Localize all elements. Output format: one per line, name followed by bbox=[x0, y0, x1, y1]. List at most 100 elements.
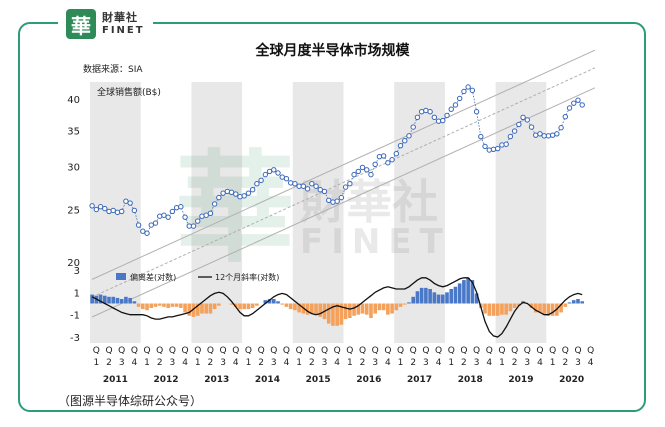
y-tick-label-bottom: -1 bbox=[70, 311, 80, 322]
sales-point bbox=[326, 197, 332, 204]
sales-point bbox=[435, 118, 442, 124]
deviation-bar bbox=[576, 299, 580, 304]
quarter-number-label: 1 bbox=[195, 358, 201, 368]
deviation-bar bbox=[533, 303, 538, 313]
sales-point bbox=[224, 188, 231, 195]
deviation-bar bbox=[90, 294, 94, 304]
deviation-bar bbox=[136, 303, 141, 307]
sales-point bbox=[423, 107, 429, 114]
deviation-bar bbox=[200, 303, 204, 314]
quarter-number-label: 3 bbox=[423, 358, 429, 368]
quarter-prefix-label: Q bbox=[410, 346, 417, 356]
sales-point bbox=[195, 218, 201, 224]
deviation-bar bbox=[415, 291, 420, 304]
sales-point bbox=[351, 171, 357, 178]
deviation-bar bbox=[432, 292, 437, 304]
deviation-bar bbox=[390, 303, 394, 314]
quarter-number-label: 1 bbox=[448, 358, 454, 368]
deviation-bar bbox=[445, 292, 449, 304]
sales-point bbox=[393, 150, 400, 157]
deviation-bar bbox=[483, 303, 487, 314]
slope-line bbox=[91, 277, 583, 338]
sales-point bbox=[482, 143, 488, 150]
sales-point bbox=[102, 205, 108, 212]
data-source: 数据来源：SIA bbox=[83, 65, 143, 75]
year-label: 2019 bbox=[508, 375, 533, 385]
quarter-number-label: 2 bbox=[512, 358, 518, 368]
quarter-prefix-label: Q bbox=[422, 346, 429, 356]
sales-point bbox=[397, 142, 404, 149]
deviation-bar bbox=[571, 300, 576, 304]
deviation-bar bbox=[153, 303, 158, 307]
year-label: 2011 bbox=[103, 375, 128, 385]
quarter-prefix-label: Q bbox=[118, 346, 125, 356]
quarter-number-label: 4 bbox=[537, 358, 543, 368]
deviation-bar bbox=[474, 293, 479, 304]
deviation-bar bbox=[166, 303, 170, 308]
sales-point bbox=[300, 183, 307, 189]
quarter-number-label: 4 bbox=[588, 358, 594, 368]
watermark-en: FINET bbox=[300, 222, 451, 262]
deviation-bar bbox=[229, 303, 234, 305]
sales-point bbox=[469, 87, 476, 94]
deviation-bar bbox=[504, 303, 508, 315]
sales-point bbox=[414, 114, 421, 121]
quarter-prefix-label: Q bbox=[105, 346, 112, 356]
quarter-prefix-label: Q bbox=[308, 346, 315, 356]
sales-point bbox=[241, 193, 247, 199]
quarter-prefix-label: Q bbox=[372, 346, 379, 356]
sales-point bbox=[495, 145, 501, 152]
quarter-number-label: 2 bbox=[309, 358, 315, 368]
sales-point bbox=[537, 131, 543, 137]
sales-point bbox=[110, 207, 116, 214]
quarter-number-label: 1 bbox=[93, 358, 99, 368]
sales-point bbox=[558, 125, 564, 131]
sales-point bbox=[292, 181, 298, 187]
sales-point bbox=[503, 141, 509, 147]
year-label: 2016 bbox=[356, 375, 381, 385]
year-band bbox=[292, 82, 344, 343]
deviation-bar bbox=[398, 303, 403, 307]
quarter-prefix-label: Q bbox=[321, 346, 328, 356]
quarter-prefix-label: Q bbox=[220, 346, 227, 356]
y-tick-label-top: 35 bbox=[67, 126, 80, 137]
sales-point bbox=[490, 146, 497, 152]
sales-point bbox=[114, 209, 121, 216]
quarter-number-label: 3 bbox=[220, 358, 226, 368]
sales-point bbox=[418, 108, 425, 115]
deviation-bar bbox=[284, 303, 289, 307]
deviation-bar bbox=[293, 303, 297, 311]
quarter-number-label: 2 bbox=[258, 358, 264, 368]
quarter-number-label: 3 bbox=[271, 358, 277, 368]
legend-swatch-deviation bbox=[116, 273, 126, 280]
quarter-number-label: 1 bbox=[499, 358, 505, 368]
deviation-bar bbox=[162, 303, 166, 307]
deviation-bar bbox=[394, 303, 399, 311]
deviation-bar bbox=[141, 303, 145, 310]
quarter-prefix-label: Q bbox=[258, 346, 265, 356]
sales-point bbox=[524, 117, 530, 123]
sales-point bbox=[389, 157, 395, 163]
quarter-prefix-label: Q bbox=[245, 346, 252, 356]
trend-line bbox=[91, 49, 596, 280]
sales-point bbox=[372, 161, 378, 168]
deviation-bar bbox=[457, 283, 462, 304]
deviation-bar bbox=[195, 303, 200, 316]
deviation-bar bbox=[495, 303, 500, 316]
sales-point bbox=[89, 203, 95, 209]
year-label: 2012 bbox=[154, 375, 179, 385]
deviation-bar bbox=[238, 303, 242, 310]
quarter-number-label: 4 bbox=[486, 358, 492, 368]
sales-point bbox=[211, 201, 218, 207]
quarter-prefix-label: Q bbox=[156, 346, 163, 356]
deviation-bar bbox=[263, 300, 268, 304]
deviation-bar bbox=[170, 303, 175, 307]
quarter-number-label: 2 bbox=[461, 358, 467, 368]
sales-point bbox=[410, 124, 416, 130]
sales-point bbox=[106, 208, 112, 215]
quarter-prefix-label: Q bbox=[346, 346, 353, 356]
trend-line bbox=[91, 87, 596, 318]
sales-point bbox=[199, 213, 205, 219]
deviation-bar bbox=[149, 303, 154, 308]
quarter-number-label: 2 bbox=[360, 358, 366, 368]
